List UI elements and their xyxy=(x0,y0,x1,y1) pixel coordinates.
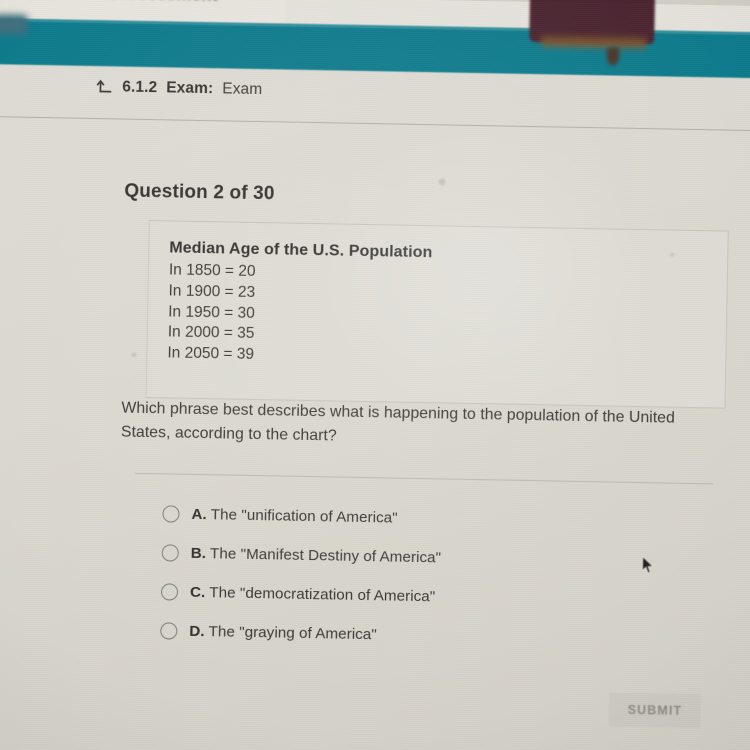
mouse-cursor-icon xyxy=(642,556,654,574)
return-arrow-icon[interactable] xyxy=(96,79,113,96)
page-title: Question 2 of 30 xyxy=(124,180,275,205)
photo-obstruction-edge xyxy=(541,34,647,53)
answer-option-c-label: The "democratization of America" xyxy=(209,584,436,606)
submit-button[interactable]: SUBMIT xyxy=(608,692,702,729)
browser-menu-icon[interactable]: ≡ xyxy=(0,0,2,2)
stimulus-card: Median Age of the U.S. Population In 185… xyxy=(145,220,729,409)
chart-row: In 2050 = 39 xyxy=(167,344,255,364)
header-logo-silhouette xyxy=(0,14,28,35)
radio-button-c[interactable] xyxy=(160,583,179,601)
answer-option-c-letter: C. xyxy=(189,583,206,602)
chart-rows: In 1850 = 20 In 1900 = 23 In 1950 = 30 I… xyxy=(167,260,432,369)
answer-option-a-text: A. The "unification of America" xyxy=(191,506,398,527)
radio-button-a[interactable] xyxy=(162,505,180,523)
answer-option-d-text: D. The "graying of America" xyxy=(189,623,377,643)
answer-option-a-label: The "unification of America" xyxy=(210,506,398,527)
breadcrumb-code: 6.1.2 xyxy=(122,78,158,97)
answer-option-b-label: The "Manifest Destiny of America" xyxy=(209,545,442,567)
dust-speck xyxy=(438,178,446,186)
url-text: 0001002/assessment xyxy=(46,0,218,5)
breadcrumb-value: Exam xyxy=(222,80,263,99)
dust-speck xyxy=(131,352,137,357)
breadcrumb-bar: 6.1.2 Exam: Exam xyxy=(0,68,750,128)
radio-button-b[interactable] xyxy=(161,544,179,562)
answer-option-c-text: C. The "democratization of America" xyxy=(190,584,436,605)
answer-option-d-label: The "graying of America" xyxy=(208,623,377,644)
answer-option-b-letter: B. xyxy=(190,544,207,563)
answer-options-list: A. The "unification of America" B. The "Ma… xyxy=(160,494,703,660)
breadcrumb-label: Exam: xyxy=(166,79,214,98)
chart-table: Median Age of the U.S. Population In 185… xyxy=(167,239,432,369)
chart-title: Median Age of the U.S. Population xyxy=(169,239,433,262)
answer-option-a-letter: A. xyxy=(191,505,207,524)
question-prompt: Which phrase best describes what is happ… xyxy=(120,399,676,445)
answer-option-b-text: B. The "Manifest Destiny of America" xyxy=(191,545,442,567)
options-divider xyxy=(135,472,714,485)
breadcrumb[interactable]: 6.1.2 Exam: Exam xyxy=(96,78,262,99)
answer-option-d-letter: D. xyxy=(189,622,205,641)
radio-button-d[interactable] xyxy=(160,622,178,640)
